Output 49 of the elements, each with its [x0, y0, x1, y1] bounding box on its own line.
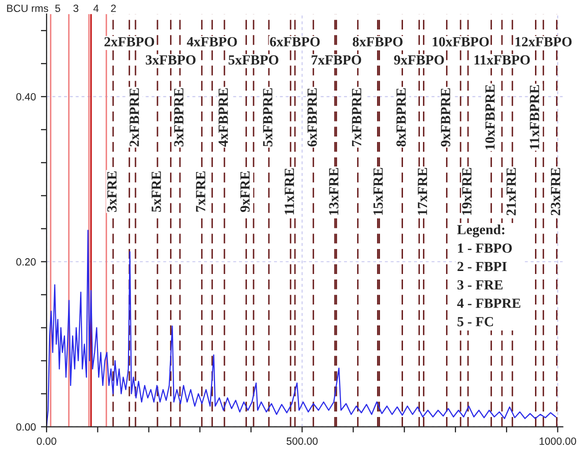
annotation: 15xFRE — [373, 168, 383, 215]
annotation: 10xFBPRE — [485, 84, 495, 150]
annotation: 17xFRE — [418, 168, 428, 215]
annotation: 3xFRE — [107, 171, 117, 212]
annotation: 7xFBPO — [312, 55, 362, 65]
annotation: 9xFBPRE — [440, 88, 450, 147]
y-tick-label: 0.20 — [16, 258, 36, 266]
annotation: 10xFBPO — [432, 37, 489, 46]
annotation: 2xFBPO — [104, 37, 154, 46]
annotation: 2xFBPRE — [130, 88, 139, 146]
annotation: 4 - FBPRE — [457, 298, 520, 308]
annotation: 11xFRE — [284, 168, 294, 214]
y-tick-label: 0.00 — [16, 423, 36, 431]
annotation: 1 - FBPO — [458, 243, 512, 253]
annotation: 6xFBPO — [270, 37, 320, 46]
annotation: 3 - FRE — [457, 280, 503, 290]
annotation: 9xFRE — [240, 171, 250, 212]
annotation: 2 — [111, 4, 116, 12]
x-tick-label: 1000.00 — [540, 437, 576, 445]
annotation: 23xFRE — [550, 168, 560, 216]
annotation: 7xFBPRE — [352, 88, 362, 146]
annotation: 11xFBPRE — [530, 85, 540, 149]
annotation: 8xFBPRE — [396, 88, 406, 146]
y-axis-title: BCU rms — [7, 4, 48, 12]
annotation: 5 — [55, 4, 60, 12]
annotation: 6xFBPRE — [308, 88, 317, 146]
annotation: 3 — [73, 4, 78, 12]
annotation: 5 - FC — [458, 316, 493, 326]
annotation: 19xFRE — [462, 168, 472, 215]
annotation: 3xFBPO — [146, 55, 196, 65]
annotation: 4 — [93, 4, 99, 12]
annotation: 13xFRE — [329, 168, 338, 215]
annotation: 4xFBPO — [186, 37, 237, 46]
annotation: 4xFBPRE — [218, 88, 228, 147]
annotation: Legend: — [457, 224, 504, 238]
annotation: 5xFBPRE — [263, 88, 272, 146]
x-tick-label: 0.00 — [36, 437, 56, 445]
y-tick-label: 0.40 — [16, 93, 36, 100]
annotation: 12xFBPO — [516, 37, 572, 46]
annotation: 3xFBPRE — [174, 88, 184, 146]
annotation: 2 - FBPI — [458, 262, 507, 272]
annotation: 7xFRE — [196, 171, 206, 212]
annotation: 11xFBPO — [474, 55, 530, 65]
annotation: 9xFBPO — [394, 55, 444, 65]
annotation: 5xFRE — [152, 171, 161, 212]
annotation: 8xFBPO — [352, 37, 403, 46]
x-tick-label: 500.00 — [286, 437, 318, 445]
annotation: 5xFBPO — [228, 55, 278, 65]
annotation: 21xFRE — [506, 168, 516, 216]
